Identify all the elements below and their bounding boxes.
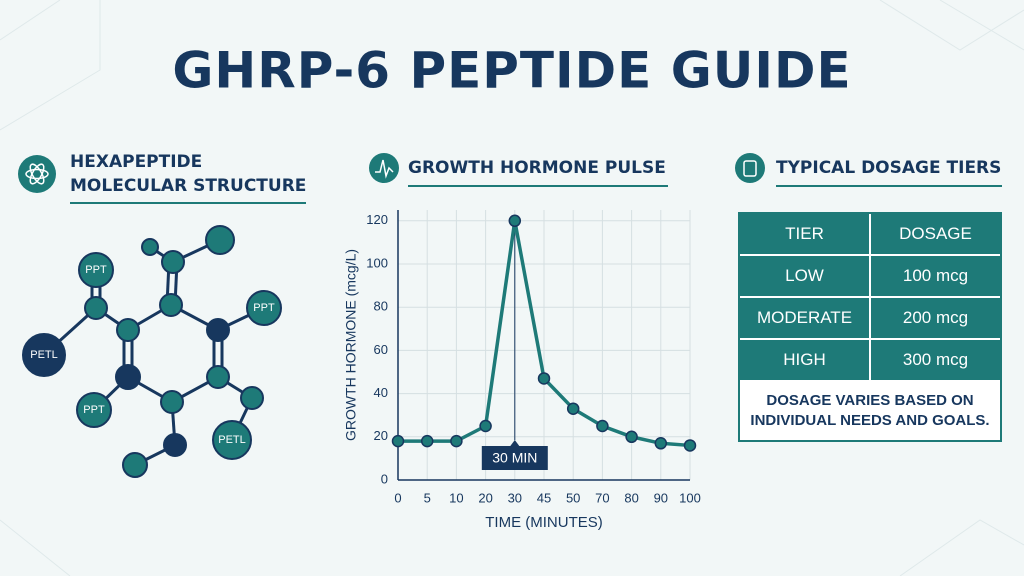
data-point — [420, 434, 434, 448]
y-tick-label: 80 — [374, 299, 388, 314]
table-row: MODERATE 200 mcg — [740, 298, 1000, 340]
atom-label: PETL — [218, 434, 246, 446]
atom-label: PPT — [85, 264, 107, 276]
data-point — [625, 430, 638, 444]
x-tick-label: 70 — [595, 490, 609, 505]
x-tick-label: 45 — [537, 490, 551, 505]
x-tick-label: 80 — [624, 490, 638, 505]
table-cell: 300 mcg — [869, 340, 1000, 380]
table-cell: 200 mcg — [869, 298, 1000, 338]
atom-label: PPT — [83, 404, 105, 416]
note-line: DOSAGE VARIES BASED ON — [766, 392, 974, 409]
data-point — [654, 437, 668, 450]
table-cell: 100 mcg — [869, 256, 1000, 296]
x-tick-label: 20 — [478, 490, 492, 505]
note-line: INDIVIDUAL NEEDS AND GOALS. — [750, 412, 990, 429]
data-point — [508, 214, 522, 228]
molecule-atoms — [22, 225, 282, 478]
data-point — [479, 419, 492, 433]
y-tick-label: 60 — [374, 342, 388, 357]
chart-title: GROWTH HORMONE PULSE — [408, 158, 666, 178]
y-tick-label: 120 — [366, 212, 388, 227]
x-tick-label: 10 — [449, 490, 463, 505]
table-header: TIER DOSAGE — [740, 214, 1000, 256]
x-tick-label: 5 — [424, 490, 431, 505]
x-tick-label: 30 — [508, 490, 522, 505]
data-point — [537, 372, 551, 385]
table-cell: LOW — [785, 266, 824, 285]
data-point — [596, 419, 609, 433]
x-tick-label: 50 — [566, 490, 580, 505]
y-tick-label: 0 — [381, 471, 388, 486]
x-tick-label: 100 — [679, 490, 701, 505]
header-cell: TIER — [785, 224, 824, 243]
annotation-box — [481, 446, 548, 470]
data-point — [683, 439, 697, 452]
section-heading: TYPICAL DOSAGE TIERS — [776, 158, 1001, 178]
atom-label: PPT — [253, 302, 275, 314]
data-point — [391, 434, 405, 448]
atom-label: PETL — [30, 349, 58, 361]
vial-icon-shape — [743, 160, 757, 177]
x-tick-label: 90 — [654, 490, 668, 505]
section-heading: HEXAPEPTIDE — [70, 152, 202, 172]
y-tick-label: 100 — [366, 255, 388, 270]
atom-icon — [18, 155, 56, 193]
y-tick-label: 20 — [374, 428, 388, 443]
dosage-table: TIER DOSAGE LOW 100 mcg MODERATE 200 mcg HIG… — [738, 212, 1002, 442]
page-title: GHRP-6 PEPTIDE GUIDE — [172, 42, 851, 100]
vial-icon — [735, 153, 765, 183]
x-axis-label: TIME (MINUTES) — [485, 514, 603, 531]
y-tick-label: 40 — [374, 385, 388, 400]
atom-icon-orbits — [25, 163, 49, 185]
table-note: DOSAGE VARIES BASED ON INDIVIDUAL NEEDS … — [740, 382, 1000, 440]
y-axis-label: GROWTH HORMONE (mcg/L) — [343, 249, 359, 441]
pulse-icon-line — [375, 159, 394, 179]
data-point — [450, 434, 463, 448]
data-point — [566, 402, 580, 415]
header-cell: DOSAGE — [869, 214, 1000, 254]
x-tick-label: 0 — [394, 490, 401, 505]
table-row: HIGH 300 mcg — [740, 340, 1000, 382]
table-cell: MODERATE — [756, 308, 853, 327]
table-cell: HIGH — [783, 350, 826, 369]
section-heading: MOLECULAR STRUCTURE — [70, 176, 306, 196]
table-body: LOW 100 mcg MODERATE 200 mcg HIGH 300 mcg — [740, 256, 1000, 382]
annotation-label: 30 MIN — [492, 450, 537, 466]
table-row: LOW 100 mcg — [740, 256, 1000, 298]
